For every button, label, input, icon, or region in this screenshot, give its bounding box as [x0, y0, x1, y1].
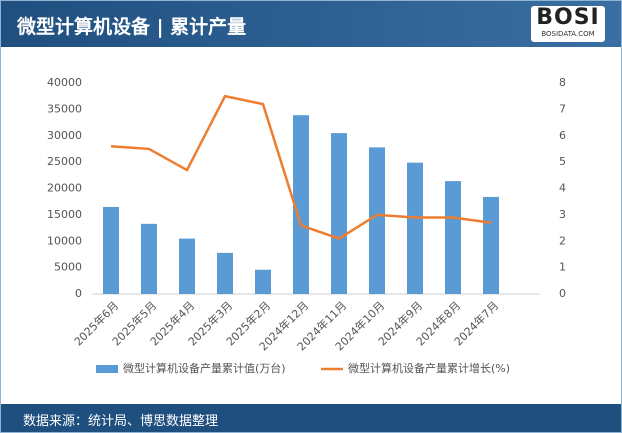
- y-tick-label: 30000: [47, 129, 82, 142]
- bar: [445, 181, 461, 294]
- y-tick-label: 0: [75, 287, 82, 300]
- chart: 0 5000 10000 15000 20000 25000 30000 35000 40000…: [47, 76, 566, 375]
- legend-label: 微型计算机设备产量累计值(万台): [123, 361, 286, 375]
- bar: [293, 115, 309, 295]
- line: [110, 94, 492, 240]
- y-tick-label: 25000: [47, 155, 82, 168]
- logo-text: BOSI: [536, 5, 600, 30]
- y2-tick-label: 5: [559, 155, 566, 168]
- bar: [179, 238, 195, 294]
- y2-tick-label: 4: [559, 182, 566, 195]
- bar: [217, 252, 233, 294]
- bar: [331, 133, 347, 294]
- bar: [103, 206, 119, 294]
- legend-swatch: [96, 365, 118, 373]
- y-tick-label: 15000: [47, 208, 82, 221]
- bar: [483, 196, 499, 294]
- footer: 数据来源：统计局、博思数据整理: [1, 404, 621, 432]
- title: 微型计算机设备 | 累计产量: [17, 16, 247, 38]
- y-tick-label: 10000: [47, 234, 82, 247]
- y-tick-label: 5000: [54, 261, 82, 274]
- logo-sub: BOSIDATA.COM: [541, 30, 595, 38]
- y2-tick-label: 1: [559, 261, 566, 274]
- bar: [255, 269, 271, 294]
- source: 数据来源：统计局、博思数据整理: [23, 414, 219, 429]
- legend-label: 微型计算机设备产量累计增长(%): [348, 361, 510, 375]
- bar: [369, 147, 385, 294]
- header: 微型计算机设备 | 累计产量 BOSI BOSIDATA.COM: [1, 1, 621, 47]
- bar: [407, 162, 423, 294]
- logo: BOSI BOSIDATA.COM: [531, 6, 605, 42]
- y-tick-label: 40000: [47, 76, 82, 89]
- y2-tick-label: 0: [559, 287, 566, 300]
- y2-tick-label: 2: [559, 234, 566, 247]
- y2-tick-label: 8: [559, 76, 566, 89]
- y2-tick-label: 3: [559, 208, 566, 221]
- y2-tick-label: 6: [559, 129, 566, 142]
- y-tick-label: 20000: [47, 182, 82, 195]
- bar: [141, 223, 157, 294]
- y-tick-label: 35000: [47, 102, 82, 115]
- y2-tick-label: 7: [559, 102, 566, 115]
